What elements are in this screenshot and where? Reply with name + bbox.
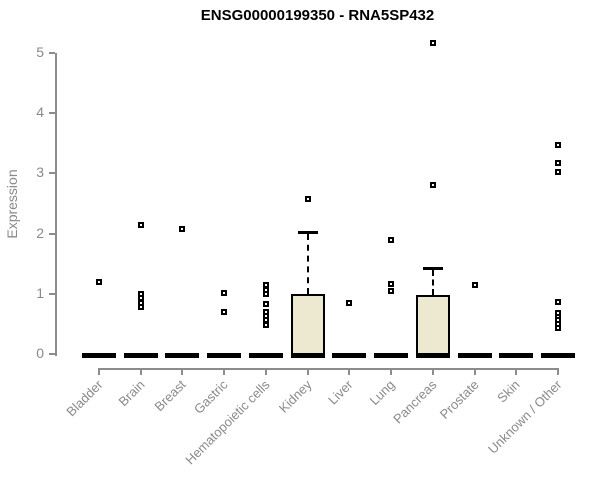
y-tick-label: 4: [36, 104, 44, 121]
outlier-point: [221, 289, 228, 296]
median-bar: [457, 353, 492, 358]
median-bar: [374, 353, 409, 358]
outlier-point: [555, 169, 562, 176]
outlier-point: [555, 141, 562, 148]
median-bar: [165, 353, 200, 358]
x-axis-tick: [473, 369, 476, 375]
x-axis-tick: [557, 369, 560, 375]
outlier-point: [388, 236, 395, 243]
outlier-point: [262, 321, 269, 328]
median-bar: [290, 353, 325, 358]
y-tick-label: 5: [36, 44, 44, 60]
whisker-cap: [297, 230, 318, 234]
median-bar: [123, 353, 158, 358]
outlier-point: [304, 195, 311, 202]
box: [415, 295, 450, 357]
x-axis-tick: [306, 369, 309, 375]
outlier-point: [388, 287, 395, 294]
box: [290, 293, 325, 357]
y-tick-label: 0: [36, 345, 44, 361]
x-axis-tick: [223, 369, 226, 375]
chart-title: ENSG00000199350 - RNA5SP432: [200, 7, 435, 24]
x-axis-tick: [98, 369, 100, 375]
outlier-point: [429, 182, 436, 189]
outlier-point: [429, 39, 436, 46]
whisker-line: [431, 269, 434, 295]
outlier-point: [471, 281, 478, 288]
median-bar: [541, 353, 576, 358]
whisker-cap: [422, 266, 443, 270]
median-bar: [207, 353, 242, 358]
y-axis-tick: [49, 353, 55, 355]
x-axis-tick: [390, 369, 393, 375]
outlier-point: [262, 290, 269, 297]
x-axis-tick: [431, 369, 434, 375]
outlier-point: [555, 160, 562, 167]
y-axis-line: [55, 53, 57, 356]
x-axis-line: [98, 368, 560, 370]
y-tick-label: 3: [36, 164, 44, 181]
outlier-point: [388, 281, 395, 288]
y-tick-label: 2: [36, 224, 44, 241]
outlier-point: [262, 301, 269, 308]
x-axis-tick: [181, 369, 184, 375]
x-axis-tick: [139, 369, 142, 375]
median-bar: [82, 353, 116, 358]
y-tick-label: 1: [36, 284, 44, 301]
median-bar: [248, 353, 283, 358]
outlier-point: [96, 278, 102, 285]
outlier-point: [137, 304, 144, 311]
whisker-line: [306, 233, 309, 294]
outlier-point: [346, 300, 353, 307]
x-axis-tick: [515, 369, 518, 375]
outlier-point: [179, 225, 186, 232]
median-bar: [415, 353, 450, 358]
median-bar: [332, 353, 367, 358]
y-axis-tick: [49, 172, 55, 175]
outlier-point: [221, 308, 228, 315]
outlier-point: [555, 298, 562, 305]
y-axis-tick: [49, 232, 55, 235]
x-axis-tick: [348, 369, 351, 375]
median-bar: [499, 353, 534, 358]
y-axis-tick: [49, 292, 55, 295]
outlier-point: [137, 221, 144, 228]
outlier-point: [555, 324, 562, 331]
x-axis-tick: [264, 369, 267, 375]
y-axis-tick: [49, 52, 55, 54]
y-axis-tick: [49, 112, 55, 115]
